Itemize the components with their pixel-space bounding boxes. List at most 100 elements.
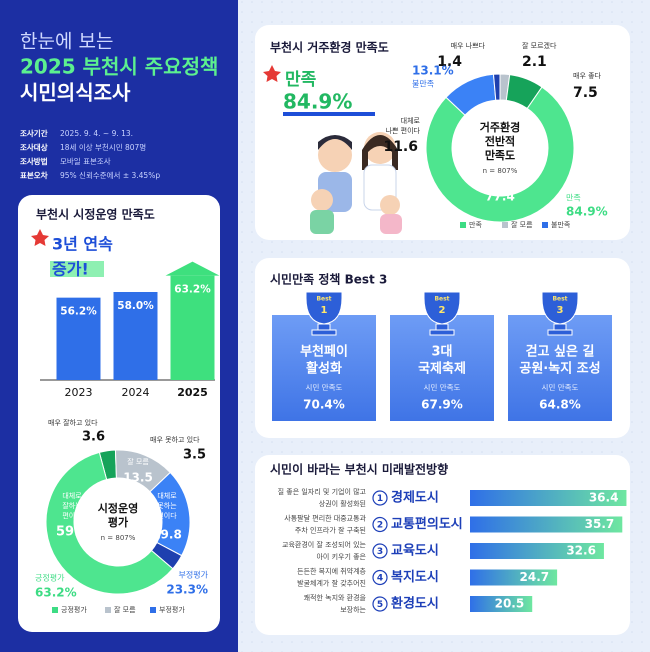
survey-label: 표본오차 [20,170,48,180]
bar [470,543,604,559]
trophy-icon [305,291,343,336]
star-icon [263,65,281,82]
category-label: 경제도시 [391,490,439,506]
survey-label: 조사대상 [20,142,48,152]
legend-label: 잘 모름 [511,221,533,229]
segment-label: 매우 나쁘다 [451,41,486,50]
bar [170,275,215,380]
group-name: 긍정평가 [35,573,65,583]
segment-value: 1.4 [437,54,462,70]
survey-value: 2025. 9. 4. ~ 9. 13. [60,129,133,138]
badge: 만족 [285,70,317,90]
segment-value: 19.8 [152,528,182,542]
segment-label: 잘 모름 [127,458,149,466]
legend-swatch [52,607,58,613]
bar-value-label: 36.4 [589,491,619,505]
trophy-icon [541,291,579,336]
x-tick-label: 2024 [122,386,150,399]
bar [113,292,158,380]
title: 시민의식조사 [20,81,131,105]
legend-swatch [105,607,111,613]
legend-label: 만족 [469,220,482,229]
group-name: 불만족 [412,79,434,89]
category-label: 환경도시 [391,596,439,612]
rank-circle [372,596,388,612]
bar [470,490,627,506]
best-rank: 3 [557,305,564,316]
segment-label: 매우 좋다 [573,71,602,80]
policy-value: 67.9% [421,398,463,412]
segment-label: 편이다 [157,511,177,520]
rank-circle [372,516,388,533]
legend-label: 불만족 [551,220,571,229]
best-badge: Best [316,296,331,303]
survey-value: 모바일 표본조사 [60,156,111,166]
donut-segment [425,86,575,223]
group-value: 84.9% [566,205,608,219]
legend-swatch [150,607,156,613]
segment-label: 대체로 [157,492,177,500]
segment-value: 3.5 [183,448,206,463]
best-badge: Best [434,296,449,303]
policy-label: 시민 만족도 [424,382,461,392]
card-title: 시민만족 정책 Best 3 [270,272,387,287]
segment-value: 3.6 [82,430,105,445]
bar-value-label: 24.7 [520,570,550,584]
rank: 3 [377,547,383,557]
subtitle: 한눈에 보는 [20,31,113,53]
segment-value: 13.5 [123,471,153,485]
segment-label: 대체로 [401,117,421,125]
category-label: 교통편의도시 [391,516,463,532]
title: 2025 부천시 주요정책 [20,55,218,79]
trophy-icon [423,291,461,336]
bar [470,596,533,612]
description: 교육환경이 잘 조성되어 있는 [282,540,367,549]
description: 든든한 복지에 취약계층 [297,567,366,576]
segment-value: 7.5 [573,85,598,101]
bar-value-label: 35.7 [585,517,615,531]
center-title: 거주환경 [480,120,520,134]
description: 사통팔달 편리한 대중교통과 [284,514,366,523]
segment-label: 잘하는 [62,501,82,510]
badge: 증가! [52,260,89,279]
description: 주차 인프라가 잘 구축된 [295,526,366,535]
legend-swatch [502,222,508,228]
rank-circle [372,543,388,559]
segment-label: 대체로 [62,492,82,500]
description: 보장하는 [340,605,366,614]
segment-value: 77.4 [485,190,515,204]
card-title: 부천시 거주환경 만족도 [270,40,389,55]
best-rank: 1 [321,305,328,316]
badge-highlight [50,261,104,277]
segment-label: 편이다 [62,511,82,520]
survey-value: 18세 이상 부천시민 807명 [60,142,146,152]
group-name: 부정평가 [179,570,209,580]
description: 발굴체계가 잘 갖추어진 [297,579,366,588]
legend-label: 부정평가 [159,605,185,614]
card-title: 부천시 시정운영 만족도 [36,207,155,222]
segment-label: 잘 모르겠다 [522,41,557,50]
policy-title: 부천페이 [300,344,348,360]
description: 상권이 활성화된 [319,499,366,508]
group-name: 만족 [566,194,581,203]
survey-label: 조사방법 [20,156,48,166]
category-label: 교육도시 [391,543,439,559]
bar-value-label: 56.2% [60,306,97,318]
policy-title: 활성화 [306,361,342,377]
badge: 3년 연속 [52,235,113,254]
segment-label: 대체로 좋은 편이다 [472,178,529,187]
policy-title: 3대 [431,345,452,360]
description: 질 좋은 일자리 및 기업이 많고 [278,487,367,496]
donut-segment [45,451,174,595]
description: 아이 키우기 좋은 [316,552,366,561]
legend-swatch [542,222,548,228]
center-note: n = 807% [101,534,136,542]
rank: 4 [377,574,383,584]
group-value: 63.2% [35,586,77,600]
badge: 84.9% [283,90,352,114]
x-tick-label: 2023 [65,386,93,399]
center-title: 시정운영 [98,501,138,515]
card-title: 시민이 바라는 부천시 미래발전방향 [270,462,448,477]
bar [470,569,558,586]
bar [470,516,623,533]
